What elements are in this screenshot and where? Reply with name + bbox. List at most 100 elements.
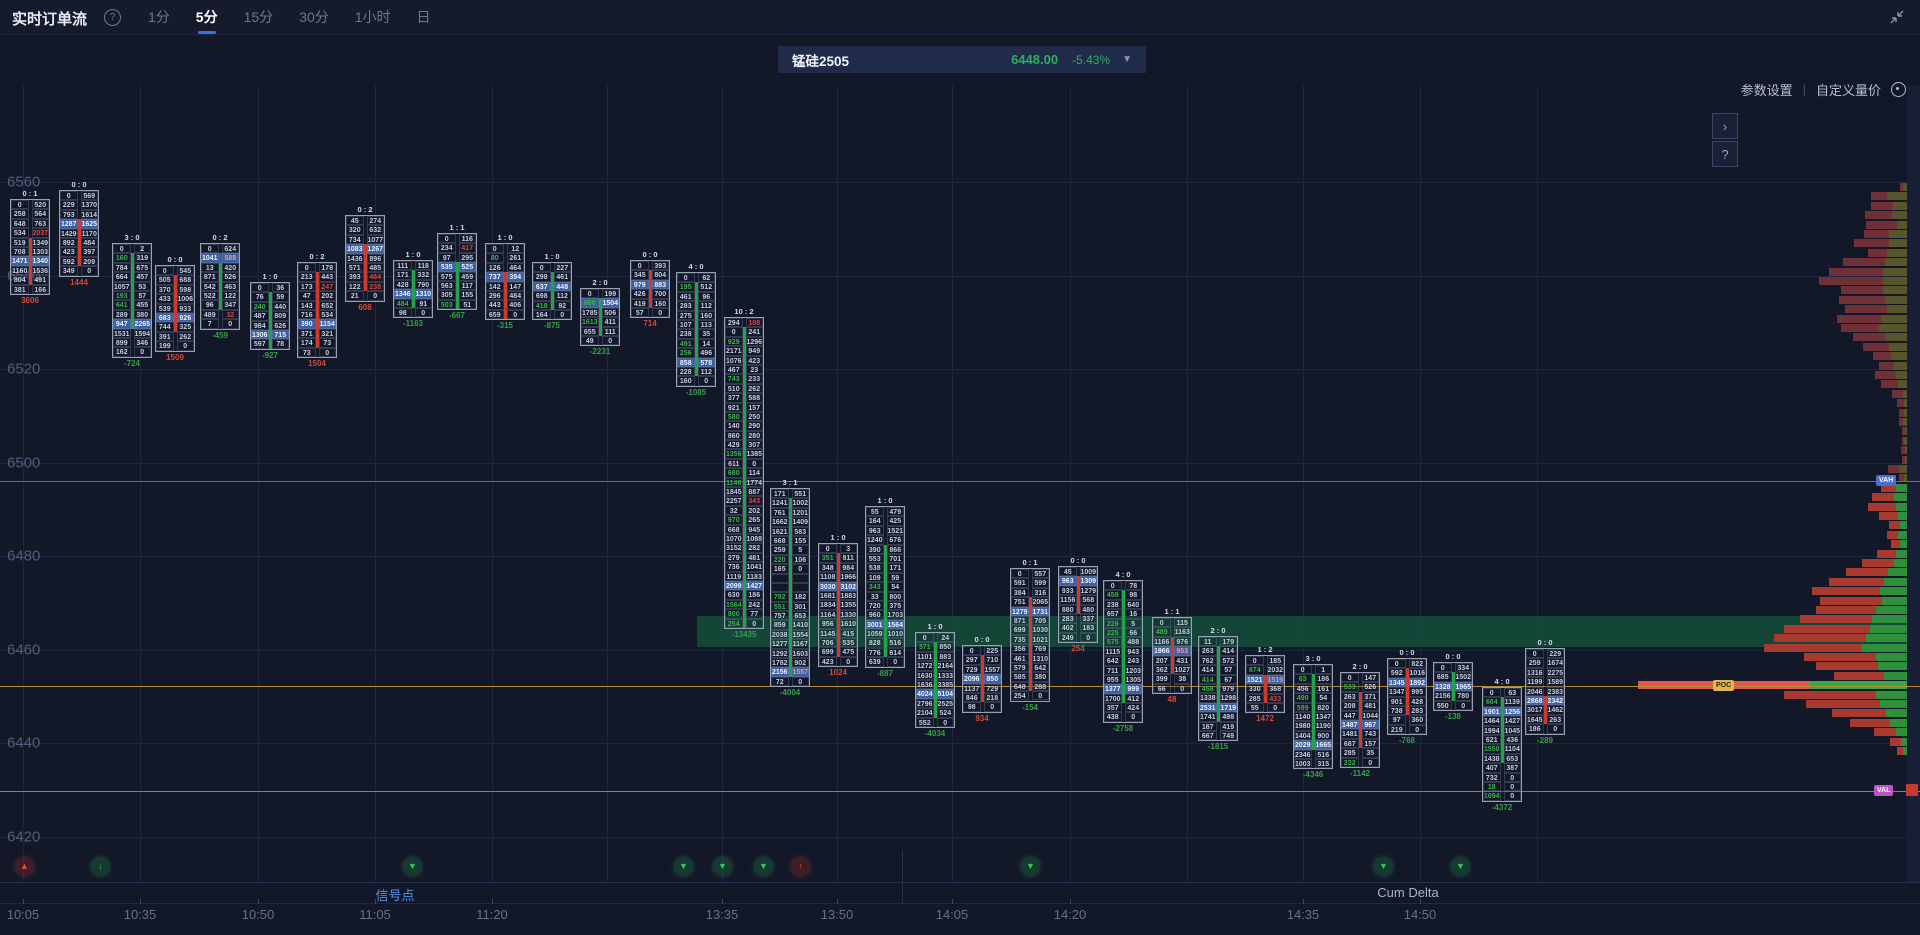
bid-volume-cell: 489 (201, 309, 219, 320)
footprint-row: 1137 729 (963, 683, 1001, 693)
footprint-row: 538 171 (866, 563, 904, 573)
v-gridline (140, 85, 141, 882)
footprint-row: 0 229 (1526, 649, 1564, 659)
footprint-row: 240 440 (251, 301, 289, 312)
footprint-row: 0 557 (1011, 569, 1049, 579)
bid-volume-cell: 1277 (771, 639, 789, 649)
footprint-row: 407 387 (1483, 763, 1521, 773)
imbalance-header: 0 : 0 (974, 635, 990, 644)
bid-volume-cell: 13 (201, 262, 219, 273)
visibility-icon[interactable] (1891, 82, 1906, 97)
tab-30min[interactable]: 30分 (299, 9, 329, 25)
ask-volume-cell: 347 (221, 300, 239, 310)
footprint-row: 667 749 (1199, 730, 1237, 741)
instrument-selector[interactable]: 锰硅2505 6448.00 -5.43% ▼ (778, 46, 1146, 73)
footprint-row: 461 1310 (1011, 653, 1049, 663)
imbalance-header: 0 : 0 (642, 250, 658, 259)
ask-volume-cell: 111 (601, 326, 619, 336)
profile-bar-buy (1892, 211, 1907, 220)
candle-body-line (1451, 672, 1455, 701)
profile-bar-sell (1897, 747, 1903, 755)
bid-volume-cell: 491 (677, 338, 695, 349)
bid-volume-cell: 164 (866, 516, 884, 526)
footprint-row: 2104 524 (916, 708, 954, 718)
ask-volume-cell: 800 (886, 591, 904, 601)
custom-volume-price-button[interactable]: 自定义量价 (1815, 83, 1881, 98)
ask-volume-cell: 614 (886, 647, 904, 658)
footprint-row: 1119 1183 (725, 571, 763, 581)
bid-volume-cell: 21 (346, 291, 364, 301)
footprint-row: 2346 516 (1294, 749, 1332, 759)
footprint-column: 1 : 0 0 24 371 850 1101 883 1272 2164 1630 1333 163… (915, 622, 955, 738)
bid-volume-cell: 229 (60, 200, 78, 210)
profile-bar-sell (1819, 277, 1883, 285)
tab-1min[interactable]: 1分 (148, 9, 170, 25)
footprint-row: 263 371 (1341, 691, 1379, 702)
collapse-icon[interactable] (1888, 8, 1906, 26)
bid-volume-cell: 259 (771, 545, 789, 555)
bottom-panel-divider (902, 850, 903, 903)
bid-volume-cell: 249 (1059, 632, 1077, 643)
profile-bar-sell (1863, 342, 1889, 351)
bid-volume-cell: 381 (11, 284, 29, 294)
param-settings-button[interactable]: 参数设置 (1740, 83, 1793, 98)
footprint-row: 171 551 (771, 489, 809, 499)
footprint-row: 18 0 (1483, 781, 1521, 792)
ask-volume-cell: 953 (1173, 646, 1191, 656)
imbalance-header: 1 : 0 (544, 252, 560, 261)
footprint-row: 490 54 (1294, 693, 1332, 703)
tab-day[interactable]: 日 (416, 9, 431, 25)
panel-help-button[interactable]: ? (1712, 141, 1738, 167)
imbalance-header: 0 : 2 (309, 252, 325, 261)
bid-volume-cell: 1328 (1434, 681, 1452, 692)
profile-bar-sell (1820, 596, 1882, 605)
footprint-row: 792 182 (771, 592, 809, 602)
footprint-column: 0 : 0 0 229 259 1674 1316 2275 1199 1589 2046 2383… (1525, 638, 1565, 745)
candle-body-line (1076, 576, 1080, 614)
footprint-row: 73 0 (298, 347, 336, 357)
tab-1hour[interactable]: 1小时 (354, 9, 391, 25)
bid-volume-cell: 880 (1059, 604, 1077, 614)
bid-volume-cell: 1521 (1246, 674, 1264, 685)
footprint-row: 1160 1536 (11, 265, 49, 276)
bid-volume-cell: 716 (298, 309, 316, 320)
bid-volume-cell: 1083 (346, 244, 364, 254)
bid-volume-cell: 160 (677, 376, 695, 386)
expand-panel-button[interactable]: › (1712, 113, 1738, 139)
profile-bar-buy (1880, 587, 1907, 596)
footprint-row: 160 319 (113, 253, 151, 263)
profile-bar-sell (1881, 483, 1896, 492)
ask-volume-cell: 0 (1503, 791, 1521, 801)
profile-bar-buy (1883, 267, 1907, 276)
bid-volume-cell: 563 (438, 280, 456, 291)
footprint-row: 1316 2275 (1526, 667, 1564, 678)
footprint-row: 933 1279 (1059, 585, 1097, 596)
profile-bar-sell (1854, 239, 1889, 248)
bid-volume-cell: 76 (251, 292, 269, 302)
bid-volume-cell: 611 (725, 458, 743, 469)
footprint-row: 1108 1966 (819, 572, 857, 582)
ask-volume-cell: 178 (318, 263, 336, 273)
interval-tabs: 1分 5分 15分 30分 1小时 日 (148, 0, 431, 34)
imbalance-header: 2 : 0 (1210, 626, 1226, 635)
bid-volume-cell: 751 (1011, 597, 1029, 607)
ask-volume-cell: 1088 (745, 533, 763, 544)
tab-5min[interactable]: 5分 (196, 0, 218, 35)
bid-volume-cell: 384 (1011, 587, 1029, 598)
ask-volume-cell: 380 (133, 309, 151, 320)
bid-volume-cell: 490 (1294, 693, 1312, 703)
footprint-row: 285 35 (1341, 748, 1379, 758)
footprint-row: 579 642 (1011, 662, 1049, 673)
v-gridline (258, 85, 259, 882)
ask-volume-cell: 1002 (791, 498, 809, 508)
footprint-row: 238 640 (1104, 599, 1142, 610)
profile-bar-buy (1899, 465, 1907, 473)
tab-15min[interactable]: 15分 (243, 9, 274, 25)
candle-body-line (455, 262, 459, 310)
ask-volume-cell: 2032 (1266, 665, 1284, 675)
help-icon[interactable]: ? (104, 9, 121, 26)
imbalance-header: 1 : 1 (1164, 607, 1180, 616)
footprint-row: 229 1370 (60, 200, 98, 210)
